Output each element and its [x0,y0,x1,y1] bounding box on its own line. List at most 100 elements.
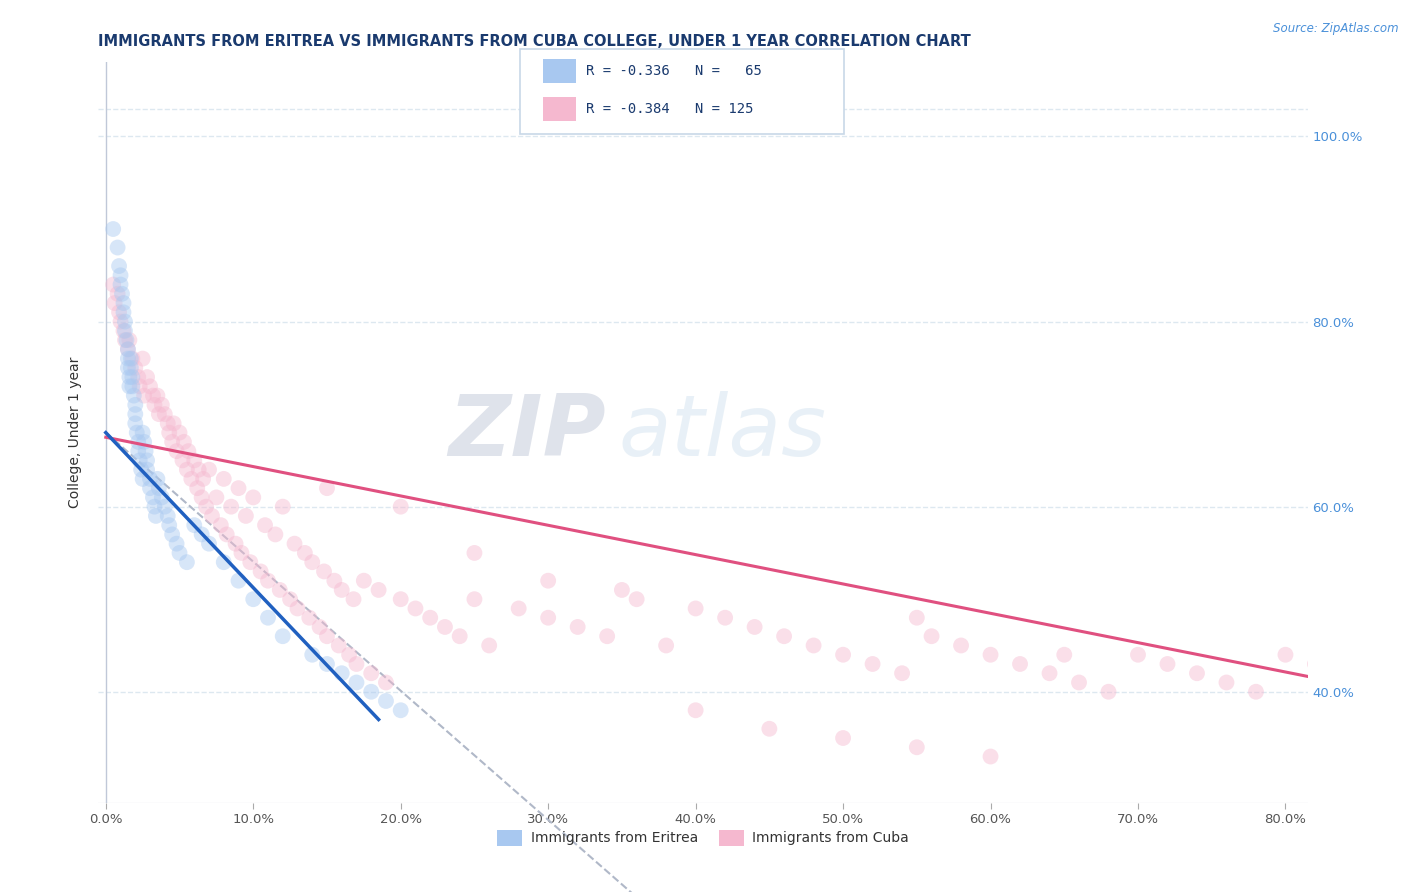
Point [215,527,238,541]
Point [463,546,485,560]
Point [278,592,301,607]
Point [1274,648,1296,662]
Point [337,648,360,662]
Point [283,536,305,550]
Point [160,434,183,449]
Point [342,592,364,607]
Point [176,555,198,569]
Point [198,462,221,476]
Point [176,462,198,476]
Point [537,611,560,625]
Point [389,592,412,607]
Point [891,666,914,681]
Point [301,648,323,662]
Point [242,491,264,505]
Point [120,351,142,366]
Point [117,351,139,366]
Text: IMMIGRANTS FROM ERITREA VS IMMIGRANTS FROM CUBA COLLEGE, UNDER 1 YEAR CORRELATIO: IMMIGRANTS FROM ERITREA VS IMMIGRANTS FR… [98,34,972,49]
Point [249,565,271,579]
Point [212,555,235,569]
Point [118,379,141,393]
Point [172,453,194,467]
Point [142,389,165,403]
Point [124,407,146,421]
Point [1067,675,1090,690]
Point [773,629,796,643]
Point [298,611,321,625]
Point [404,601,426,615]
Point [316,481,339,495]
Point [219,500,242,514]
Point [205,491,228,505]
Point [287,601,309,615]
Point [905,740,928,755]
Point [166,444,188,458]
Point [685,601,707,615]
Point [118,370,141,384]
Point [134,434,156,449]
Point [120,360,142,375]
Point [114,324,136,338]
Point [433,620,456,634]
Point [117,343,139,357]
Point [1333,666,1355,681]
Point [685,703,707,717]
Point [832,731,855,745]
Point [231,546,253,560]
Point [1008,657,1031,671]
Point [862,657,884,671]
Point [121,370,143,384]
Point [177,444,200,458]
Point [353,574,375,588]
Point [148,481,170,495]
Text: atlas: atlas [619,391,827,475]
Point [330,666,353,681]
Point [148,407,170,421]
Point [139,379,162,393]
Point [264,527,287,541]
Point [346,657,368,671]
Point [195,500,218,514]
Point [419,611,441,625]
Point [228,481,250,495]
Point [146,472,169,486]
Point [803,639,825,653]
Point [153,500,176,514]
Point [367,582,389,597]
Point [225,536,247,550]
Point [209,518,232,533]
Point [139,481,162,495]
Point [125,425,148,440]
Point [1156,657,1178,671]
Point [187,462,209,476]
Point [101,222,124,236]
Point [201,508,224,523]
Point [127,444,149,458]
Point [183,453,205,467]
Point [160,527,183,541]
Point [110,315,132,329]
Point [308,620,330,634]
Point [239,555,262,569]
Point [136,370,159,384]
Point [143,500,166,514]
Point [1185,666,1208,681]
Point [124,360,146,375]
Point [186,481,208,495]
Point [610,582,633,597]
Point [301,555,323,569]
Point [157,518,180,533]
Point [596,629,619,643]
Point [1126,648,1149,662]
Point [537,574,560,588]
Point [294,546,316,560]
Point [114,315,136,329]
Point [117,360,139,375]
Point [228,574,250,588]
Point [242,592,264,607]
Point [157,425,180,440]
Point [254,518,277,533]
Point [118,333,141,347]
Point [110,277,132,292]
Point [108,305,131,319]
